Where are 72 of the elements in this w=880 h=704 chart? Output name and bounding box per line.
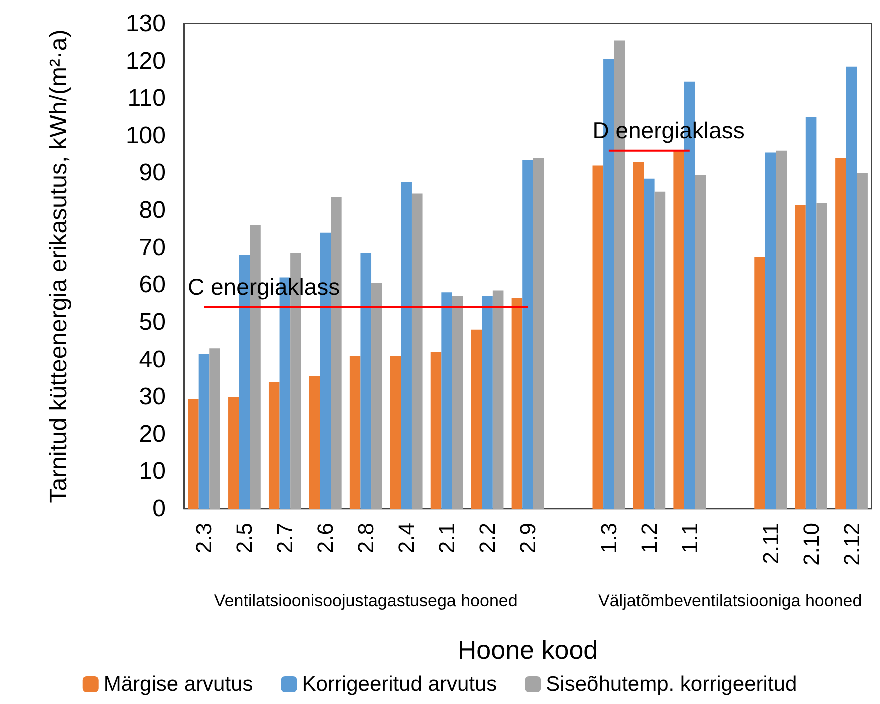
y-tick-label: 40 — [139, 346, 166, 374]
y-tick-label: 0 — [152, 496, 166, 522]
x-tick-label: 2.11 — [758, 523, 784, 564]
bar — [795, 204, 806, 509]
bar — [836, 158, 846, 509]
y-tick-label: 100 — [126, 122, 166, 150]
legend-label: Korrigeeritud arvutus — [302, 673, 498, 696]
y-tick-label: 20 — [139, 420, 166, 448]
bar — [442, 292, 452, 509]
y-tick-label: 50 — [139, 308, 166, 336]
y-axis-title: Tarnitud kütteenergia erikasutus, kWh/(m²·a) — [46, 30, 72, 504]
y-tick-label: 80 — [139, 197, 166, 224]
bar — [654, 192, 666, 509]
x-tick-label: 2.8 — [354, 523, 379, 554]
bar — [482, 296, 493, 509]
bar — [776, 150, 788, 509]
bar — [512, 298, 523, 509]
bar — [360, 253, 372, 509]
bar — [228, 397, 240, 509]
bar — [633, 162, 644, 509]
bar — [412, 194, 423, 509]
x-tick-label: 2.9 — [516, 523, 540, 554]
x-axis-title: Hoone kood — [458, 635, 598, 665]
bar — [857, 173, 868, 509]
y-tick-label: 90 — [139, 160, 166, 187]
bar — [430, 352, 442, 509]
y-tick-label: 10 — [139, 458, 166, 486]
bar — [533, 158, 544, 509]
legend-label: Siseõhutemp. korrigeeritud — [546, 673, 798, 696]
text: Väljatõmbeventilatsiooniga hooned — [598, 592, 862, 610]
bar — [846, 66, 858, 509]
bar — [401, 182, 412, 509]
y-tick-label: 30 — [139, 384, 166, 411]
bar — [471, 330, 482, 509]
bar — [806, 117, 817, 509]
x-tick-label: 1.1 — [677, 523, 702, 554]
legend-label: Märgise arvutus — [104, 673, 254, 696]
y-tick-label: 70 — [139, 234, 166, 262]
bar — [695, 175, 706, 509]
bar — [390, 356, 402, 509]
x-tick-label: 2.2 — [475, 523, 500, 554]
x-tick-label: 1.3 — [596, 523, 622, 554]
bar — [452, 296, 464, 509]
bar — [198, 354, 210, 509]
bar — [309, 376, 320, 509]
x-tick-label: 2.4 — [394, 523, 420, 554]
x-tick-label: 2.3 — [192, 523, 217, 554]
x-tick-label: 2.5 — [232, 523, 258, 554]
bar — [188, 398, 199, 509]
x-tick-label: 2.7 — [272, 523, 298, 554]
x-tick-label: 2.10 — [798, 523, 824, 566]
x-tick-label: 1.2 — [636, 523, 662, 554]
bar — [816, 203, 828, 509]
y-tick-label: 120 — [126, 48, 166, 75]
text: Ventilatsioonisoojustagastusega hooned — [214, 592, 518, 610]
y-tick-label: 130 — [126, 10, 166, 38]
bar — [350, 356, 361, 509]
bar — [644, 178, 655, 509]
x-tick-label: 2.12 — [839, 523, 864, 566]
bar — [754, 257, 766, 509]
bar — [522, 160, 534, 509]
bar — [268, 382, 280, 509]
y-tick-label: 60 — [139, 272, 166, 299]
bar — [674, 150, 684, 509]
bar — [592, 166, 604, 509]
y-tick-label: 110 — [128, 85, 166, 112]
x-tick-label: 2.6 — [313, 523, 338, 554]
bar — [372, 283, 382, 509]
bar — [765, 152, 776, 509]
bar — [210, 348, 220, 509]
bar — [492, 290, 504, 509]
x-tick-label: 2.1 — [434, 523, 460, 554]
